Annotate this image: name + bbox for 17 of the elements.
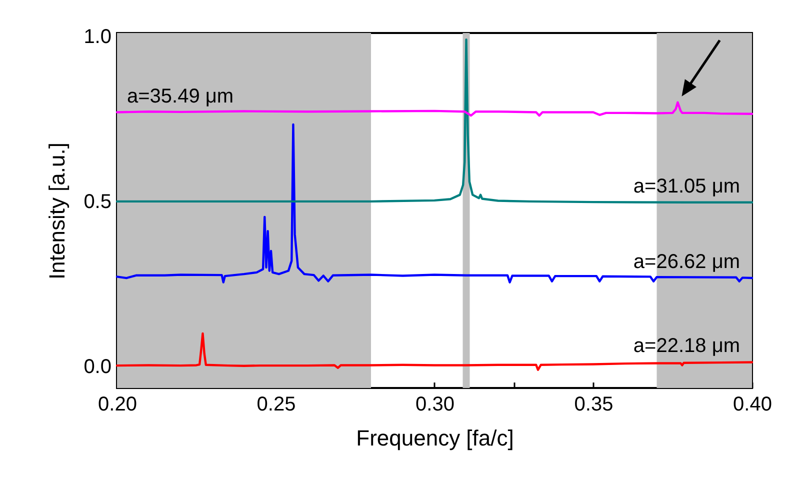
x-tick-label: 0.20 [98, 394, 137, 416]
series-label: a=35.49 μm [127, 85, 234, 108]
y-tick-label: 1.0 [84, 26, 112, 48]
line-series [116, 38, 754, 204]
x-axis-title: Frequency [fa/c] [356, 426, 514, 450]
x-tick-label: 0.35 [574, 394, 614, 416]
y-tick-label: 0.5 [84, 190, 112, 213]
series-label: a=26.62 μm [633, 251, 740, 274]
series-label: a=22.18 μm [633, 335, 740, 358]
y-axis-title: Intensity [a.u.] [44, 142, 70, 280]
line-series [116, 332, 754, 371]
y-tick-label: 0.0 [84, 356, 112, 378]
x-tick-label: 0.25 [256, 394, 296, 416]
x-tick-label: 0.30 [416, 394, 454, 416]
series-label: a=31.05 μm [633, 175, 740, 198]
x-tick-label: 0.40 [733, 394, 772, 416]
line-series [116, 123, 754, 284]
